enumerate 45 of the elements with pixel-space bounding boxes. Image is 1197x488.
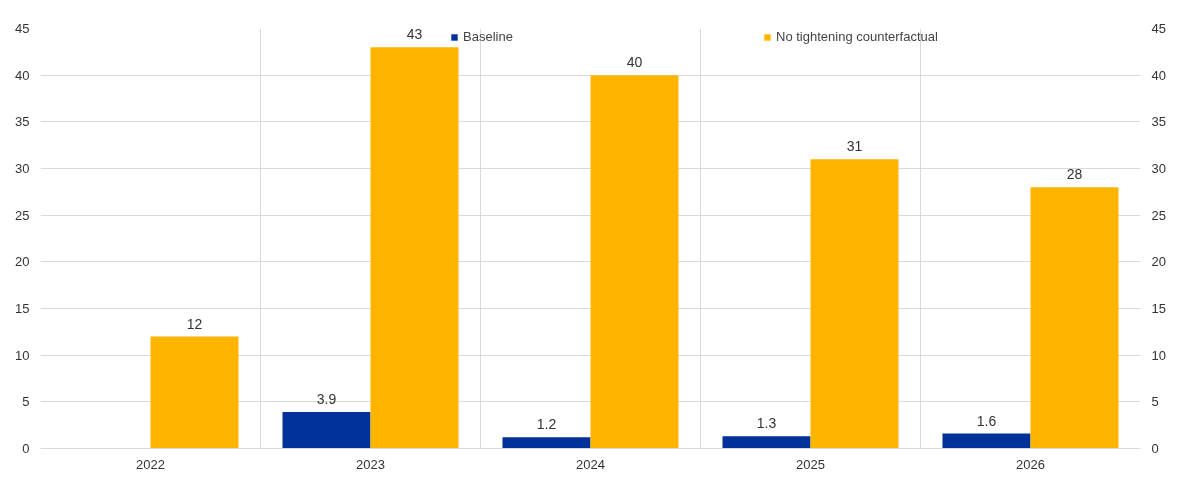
legend-label: No tightening counterfactual xyxy=(776,29,939,44)
y2-tick-label: 0 xyxy=(1151,441,1159,456)
bar xyxy=(1030,187,1119,449)
bar xyxy=(370,47,459,449)
bar xyxy=(590,75,679,449)
data-label: 3.9 xyxy=(316,391,337,408)
y2-tick-label: 40 xyxy=(1151,67,1166,83)
y2-tick-label: 45 xyxy=(1151,21,1166,36)
y-tick-label: 20 xyxy=(15,254,30,270)
data-label: 1.3 xyxy=(756,415,777,432)
x-tick-label: 2023 xyxy=(356,456,385,472)
y-tick-label: 15 xyxy=(15,301,30,316)
y-tick-label: 40 xyxy=(15,67,30,83)
data-label: 28 xyxy=(1066,166,1083,183)
data-label: 43 xyxy=(406,26,423,43)
legend-label: Baseline xyxy=(463,29,514,44)
bar xyxy=(502,437,591,449)
bar xyxy=(810,159,899,449)
bar xyxy=(942,433,1031,449)
y-tick-label: 25 xyxy=(15,207,30,223)
data-label: 12 xyxy=(186,315,203,332)
y2-tick-label: 5 xyxy=(1151,394,1159,410)
y-tick-label: 35 xyxy=(15,114,30,130)
x-tick-label: 2026 xyxy=(1016,456,1045,472)
y-tick-label: 5 xyxy=(22,394,30,410)
bar xyxy=(722,436,811,449)
y2-tick-label: 30 xyxy=(1151,161,1166,176)
x-tick-label: 2024 xyxy=(576,456,605,472)
x-tick-label: 2025 xyxy=(796,456,825,472)
data-label: 40 xyxy=(626,54,643,71)
y-tick-label: 30 xyxy=(15,161,30,176)
y2-tick-label: 35 xyxy=(1151,114,1166,130)
y-tick-label: 0 xyxy=(22,441,30,456)
y-tick-label: 10 xyxy=(15,347,30,363)
y2-tick-label: 10 xyxy=(1151,347,1166,363)
y-tick-label: 45 xyxy=(15,21,30,36)
bar xyxy=(282,412,371,449)
y2-tick-label: 25 xyxy=(1151,207,1166,223)
bar xyxy=(150,336,239,449)
x-tick-label: 2022 xyxy=(136,456,165,472)
data-label: 1.2 xyxy=(536,416,557,433)
y2-tick-label: 15 xyxy=(1151,301,1166,316)
data-label: 1.6 xyxy=(976,412,997,429)
data-label: 31 xyxy=(846,138,863,155)
y2-tick-label: 20 xyxy=(1151,254,1166,270)
